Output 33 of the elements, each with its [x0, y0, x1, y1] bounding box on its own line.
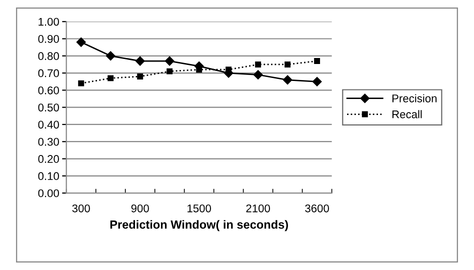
x-tick-label: 300: [72, 204, 90, 212]
point: [166, 68, 173, 74]
y-tick-label: 0.20: [38, 155, 59, 163]
legend-label: Recall: [392, 110, 422, 118]
x-tick-label: 1500: [188, 204, 212, 212]
y-tick-label: 0.40: [38, 120, 59, 129]
point: [255, 61, 262, 68]
y-tick-label: 1.00: [38, 18, 59, 26]
y-tick-label: 0.30: [38, 138, 59, 146]
x-tick-label: 3600: [305, 204, 329, 212]
point: [135, 56, 145, 66]
x-tick-label: 2100: [246, 204, 270, 212]
point: [137, 73, 144, 80]
y-tick-label: 0.80: [38, 52, 59, 60]
y-tick-label: 0.90: [38, 35, 59, 43]
point: [314, 58, 320, 64]
point: [164, 56, 174, 66]
point: [282, 75, 292, 85]
legend-label: Precision: [392, 94, 437, 102]
x-tick-label: 900: [131, 204, 149, 212]
y-tick-label: 0.70: [38, 69, 59, 78]
point: [78, 80, 84, 86]
y-tick-label: 0.60: [38, 86, 59, 94]
y-tick-label: 0.10: [38, 172, 59, 180]
point: [253, 70, 263, 80]
point: [106, 51, 116, 61]
point: [108, 75, 114, 82]
y-tick-label: 0.00: [38, 189, 59, 198]
point: [284, 61, 291, 68]
x-axis-title: Prediction Window( in seconds): [110, 220, 288, 232]
y-tick-label: 0.50: [38, 104, 59, 112]
point: [312, 76, 322, 86]
point: [76, 38, 86, 47]
